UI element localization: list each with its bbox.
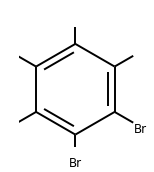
Text: Br: Br — [69, 157, 82, 170]
Text: Br: Br — [134, 123, 147, 136]
